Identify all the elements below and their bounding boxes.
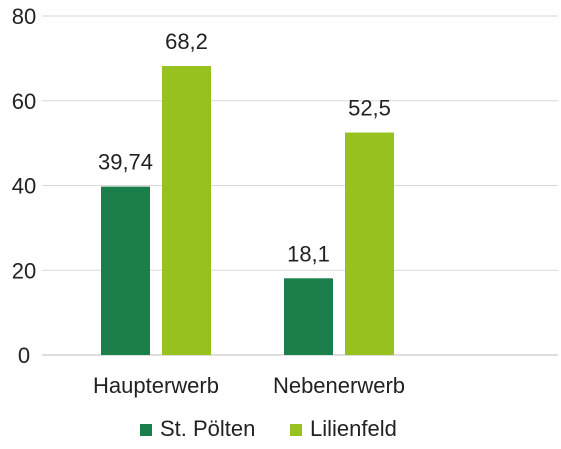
y-tick-label: 40 [12,174,36,199]
y-tick-label: 80 [12,4,36,29]
data-label: 39,74 [98,150,153,175]
category-labels: Haupterwerb Nebenerwerb [93,373,405,398]
bars [101,66,394,355]
bar-st-poelten-1 [284,278,333,355]
bar-lilienfeld-1 [345,132,394,355]
data-labels: 39,74 68,2 18,1 52,5 [98,29,391,266]
legend-label: St. Pölten [160,416,255,441]
category-label: Nebenerwerb [273,373,405,398]
legend-swatch [140,424,152,436]
data-label: 18,1 [287,241,330,266]
data-label: 68,2 [165,29,208,54]
category-label: Haupterwerb [93,373,219,398]
y-tick-label: 20 [12,258,36,283]
y-tick-label: 0 [18,343,30,368]
data-label: 52,5 [348,96,391,121]
legend-label: Lilienfeld [310,416,397,441]
y-axis-ticks: 0 20 40 60 80 [12,4,36,368]
bar-lilienfeld-0 [162,66,211,355]
y-tick-label: 60 [12,89,36,114]
bar-st-poelten-0 [101,186,150,355]
legend-swatch [290,424,302,436]
legend: St. Pölten Lilienfeld [140,416,397,441]
